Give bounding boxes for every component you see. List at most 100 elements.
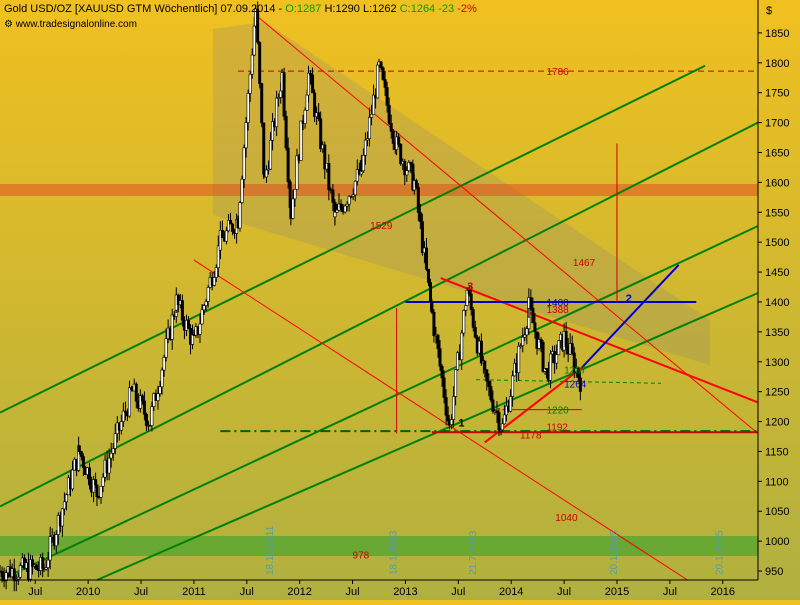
level-label-1264: 1264 — [564, 379, 587, 390]
candle-body — [216, 245, 220, 268]
candle-body — [578, 377, 582, 392]
candle-body — [44, 567, 48, 570]
candle-body — [529, 297, 533, 309]
candle-body — [389, 122, 393, 132]
candle-body — [343, 205, 347, 213]
candle-body — [376, 64, 380, 99]
candle-body — [355, 169, 359, 182]
candle-body — [407, 162, 411, 171]
candle-body — [464, 305, 468, 311]
candle-body — [212, 277, 216, 286]
candle-body — [299, 120, 303, 161]
candle-body — [4, 572, 8, 582]
candle-body — [303, 109, 307, 124]
candle-body — [387, 105, 391, 124]
candle-body — [164, 338, 168, 358]
red-channel-bottom-line — [193, 259, 688, 581]
candle-body — [113, 433, 117, 449]
candle-body — [519, 345, 523, 348]
candle-body — [16, 576, 20, 580]
header-date: 07.09.2014 — [220, 3, 276, 15]
candle-body — [523, 334, 527, 338]
candle-body — [564, 331, 568, 347]
candle-body — [555, 354, 559, 364]
header-symbol: Gold USD/OZ — [4, 3, 72, 15]
candle-body — [557, 340, 561, 356]
candle-body — [156, 393, 160, 401]
candle-body — [140, 395, 144, 402]
x-tick-label: Jul — [240, 586, 254, 598]
candle-body — [497, 412, 501, 431]
y-tick-label: 1850 — [765, 28, 789, 40]
candle-body — [309, 72, 313, 76]
candle-body — [71, 469, 75, 490]
candle-body — [339, 203, 343, 209]
candle-body — [87, 467, 91, 486]
candle-body — [485, 369, 489, 382]
candle-body — [426, 268, 430, 283]
candle-body — [229, 220, 233, 225]
candle-body — [517, 345, 521, 373]
y-tick-label: 1350 — [765, 327, 789, 339]
y-tick-label: 1700 — [765, 118, 789, 130]
y-tick-label: 1000 — [765, 536, 789, 548]
channel-line — [0, 121, 759, 508]
x-tick-label: 2016 — [711, 586, 735, 598]
candle-body — [107, 457, 111, 474]
candle-body — [465, 289, 469, 306]
header-close: C:1264 — [399, 3, 436, 15]
candle-body — [35, 564, 39, 571]
candle-body — [539, 339, 543, 343]
candle-body — [138, 395, 142, 409]
candle-body — [81, 456, 85, 468]
candle-body — [277, 97, 281, 99]
candle-body — [331, 189, 335, 203]
candle-body — [487, 380, 491, 387]
candle-body — [429, 282, 433, 303]
candle-body — [351, 194, 355, 197]
y-tick-label: 1250 — [765, 387, 789, 399]
candle-body — [370, 113, 374, 118]
candle-body — [54, 534, 58, 547]
candle-body — [541, 342, 545, 372]
candle-body — [420, 221, 424, 253]
candle-body — [405, 170, 409, 176]
candle-body — [94, 479, 98, 486]
source-url: www.tradesignalonline.com — [15, 19, 137, 30]
candle-body — [158, 386, 162, 394]
candle-body — [295, 155, 299, 190]
level-label-1178: 1178 — [520, 431, 542, 442]
x-tick-label: Jul — [451, 586, 465, 598]
candle-body — [46, 559, 50, 568]
candle-body — [430, 301, 434, 313]
candle-body — [180, 300, 184, 321]
candle-body — [204, 301, 208, 306]
candle-body — [269, 140, 273, 170]
candle-body — [549, 353, 553, 381]
x-tick-label: 2015 — [605, 586, 629, 598]
candle-body — [379, 61, 383, 69]
wave-label-3: 3 — [467, 281, 473, 293]
candle-body — [440, 365, 444, 379]
x-tick-label: Jul — [557, 586, 571, 598]
candle-body — [531, 307, 535, 324]
candle-body — [385, 87, 389, 106]
candle-body — [264, 169, 268, 178]
y-tick-label: 1050 — [765, 506, 789, 518]
candle-body — [238, 202, 242, 229]
candle-body — [162, 357, 166, 371]
y-tick-label: 1150 — [765, 446, 789, 458]
candle-body — [202, 305, 206, 311]
candle-body — [444, 397, 448, 416]
header-instrument: [XAUUSD GTM — [74, 3, 152, 15]
candle-body — [231, 223, 235, 232]
candle-body — [92, 479, 96, 493]
level-label-1467: 1467 — [573, 258, 596, 269]
candle-body — [266, 168, 270, 171]
candle-body — [250, 54, 254, 75]
candle-body — [134, 383, 138, 402]
candle-body — [418, 212, 422, 222]
candle-body — [99, 485, 103, 498]
candle-body — [29, 559, 33, 580]
rotated-date-label: 21.7.2013 — [468, 530, 479, 575]
